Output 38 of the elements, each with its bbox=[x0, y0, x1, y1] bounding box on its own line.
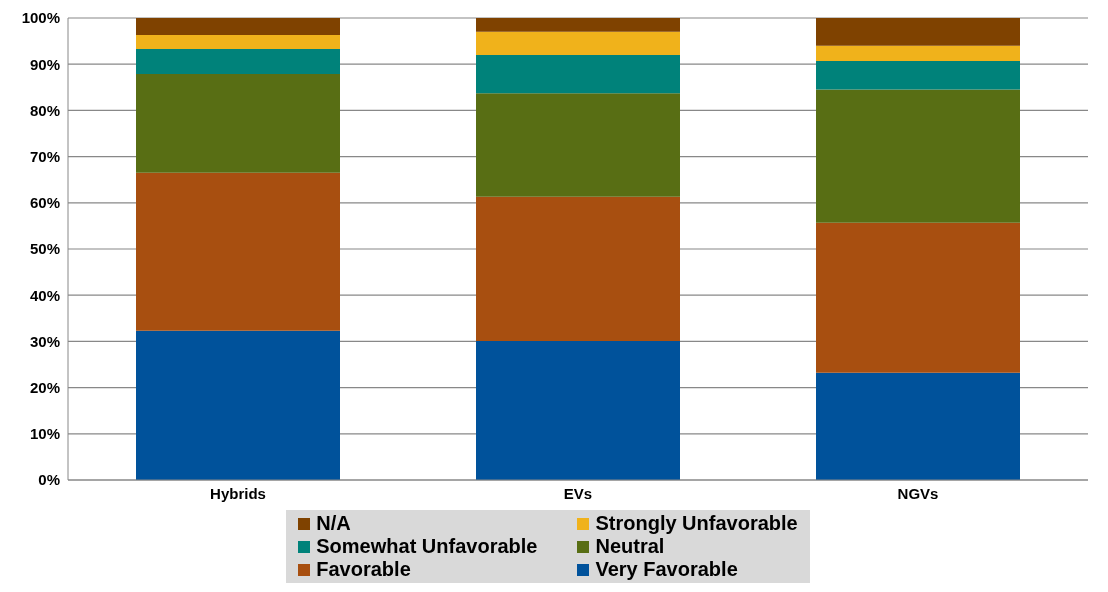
y-tick-label: 40% bbox=[29, 286, 60, 304]
bar bbox=[476, 93, 680, 197]
legend-label: Strongly Unfavorable bbox=[595, 512, 798, 535]
legend-label: Neutral bbox=[595, 535, 665, 558]
x-tick-label: EVs bbox=[563, 484, 593, 502]
y-tick-label: 100% bbox=[21, 9, 60, 27]
bar bbox=[136, 172, 340, 331]
bar bbox=[816, 89, 1020, 223]
legend-label: Very Favorable bbox=[595, 558, 738, 581]
x-tick-label: NGVs bbox=[897, 484, 939, 502]
bar bbox=[476, 340, 680, 480]
bar bbox=[136, 18, 340, 36]
legend-label: Somewhat Unfavorable bbox=[316, 535, 538, 558]
y-tick-label: 80% bbox=[29, 101, 60, 119]
y-tick-label: 20% bbox=[29, 378, 60, 396]
bar bbox=[816, 60, 1020, 90]
bar bbox=[136, 73, 340, 173]
bar bbox=[816, 372, 1020, 480]
y-tick-label: 30% bbox=[29, 332, 60, 350]
bar bbox=[476, 31, 680, 55]
y-tick-label: 90% bbox=[29, 55, 60, 73]
bar bbox=[816, 45, 1020, 61]
bar bbox=[136, 48, 340, 74]
y-tick-label: 60% bbox=[29, 194, 60, 212]
y-tick-label: 70% bbox=[29, 147, 60, 165]
bar bbox=[136, 35, 340, 49]
bar bbox=[476, 54, 680, 94]
bar bbox=[816, 18, 1020, 46]
bar bbox=[476, 196, 680, 341]
legend-label: N/A bbox=[316, 512, 351, 535]
y-tick-label: 10% bbox=[29, 425, 60, 443]
legend-label: Favorable bbox=[316, 558, 411, 581]
y-tick-label: 0% bbox=[38, 471, 60, 489]
bar bbox=[476, 18, 680, 32]
x-tick-label: Hybrids bbox=[210, 484, 266, 502]
bar bbox=[816, 222, 1020, 373]
bar bbox=[136, 330, 340, 480]
y-tick-label: 50% bbox=[29, 240, 60, 258]
